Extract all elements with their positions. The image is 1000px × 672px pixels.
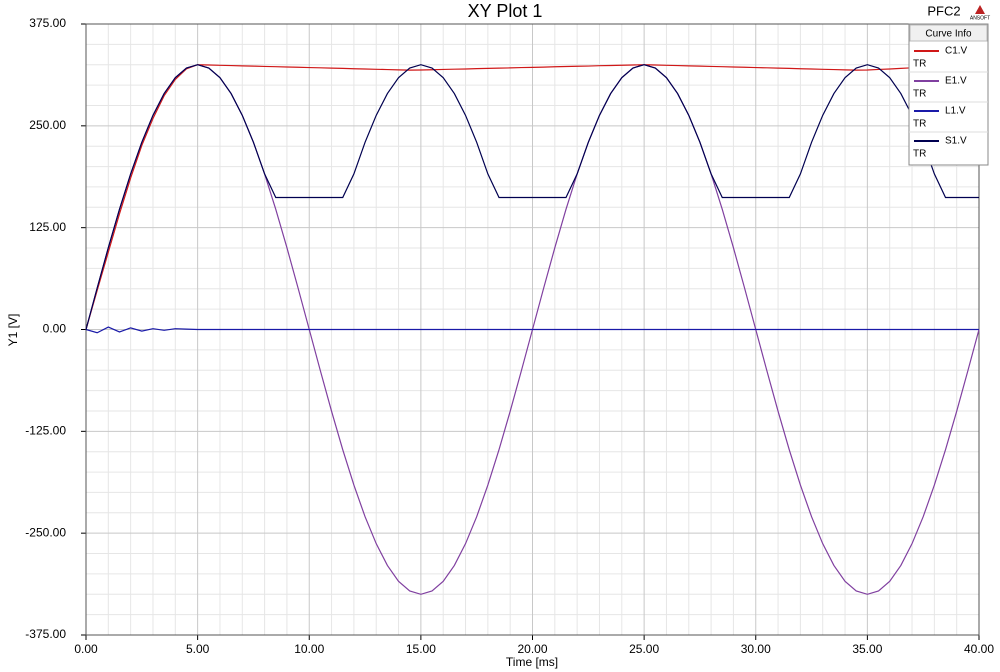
- y-tick-label: -250.00: [25, 525, 66, 539]
- logo-icon: [975, 5, 985, 14]
- legend-title: Curve Info: [925, 29, 972, 40]
- legend-label: S1.V: [945, 136, 967, 147]
- legend-note: TR: [913, 149, 926, 160]
- y-axis-label: Y1 [V]: [6, 314, 20, 347]
- y-tick-label: 250.00: [29, 118, 66, 132]
- y-tick-label: 375.00: [29, 16, 66, 30]
- x-axis-label: Time [ms]: [506, 655, 558, 669]
- y-tick-label: 0.00: [43, 322, 67, 336]
- series-line: [85, 64, 979, 330]
- x-tick-label: 35.00: [852, 642, 882, 656]
- x-tick-label: 40.00: [964, 642, 994, 656]
- legend-header: [909, 24, 988, 42]
- project-name: PFC2: [927, 3, 960, 18]
- legend-note: TR: [913, 59, 926, 70]
- legend-label: E1.V: [945, 76, 967, 87]
- x-tick-label: 25.00: [629, 642, 659, 656]
- legend-note: TR: [913, 89, 926, 100]
- x-tick-label: 15.00: [406, 642, 436, 656]
- legend: Curve Info C1.V TR E1.V TR L1.V TR S1.V TR: [908, 23, 989, 166]
- series-line: [85, 326, 979, 334]
- chart-title: XY Plot 1: [468, 1, 543, 21]
- x-tick-label: 0.00: [74, 642, 98, 656]
- x-tick-label: 30.00: [741, 642, 771, 656]
- y-tick-label: -375.00: [25, 627, 66, 641]
- x-tick-label: 20.00: [517, 642, 547, 656]
- legend-label: L1.V: [945, 106, 966, 117]
- logo-text: ANSOFT: [970, 15, 990, 21]
- legend-label: C1.V: [945, 46, 968, 57]
- y-tick-label: 125.00: [29, 220, 66, 234]
- series-line: [85, 64, 980, 330]
- y-tick-label: -125.00: [25, 424, 66, 438]
- legend-note: TR: [913, 119, 926, 130]
- x-tick-label: 5.00: [186, 642, 210, 656]
- x-tick-label: 10.00: [294, 642, 324, 656]
